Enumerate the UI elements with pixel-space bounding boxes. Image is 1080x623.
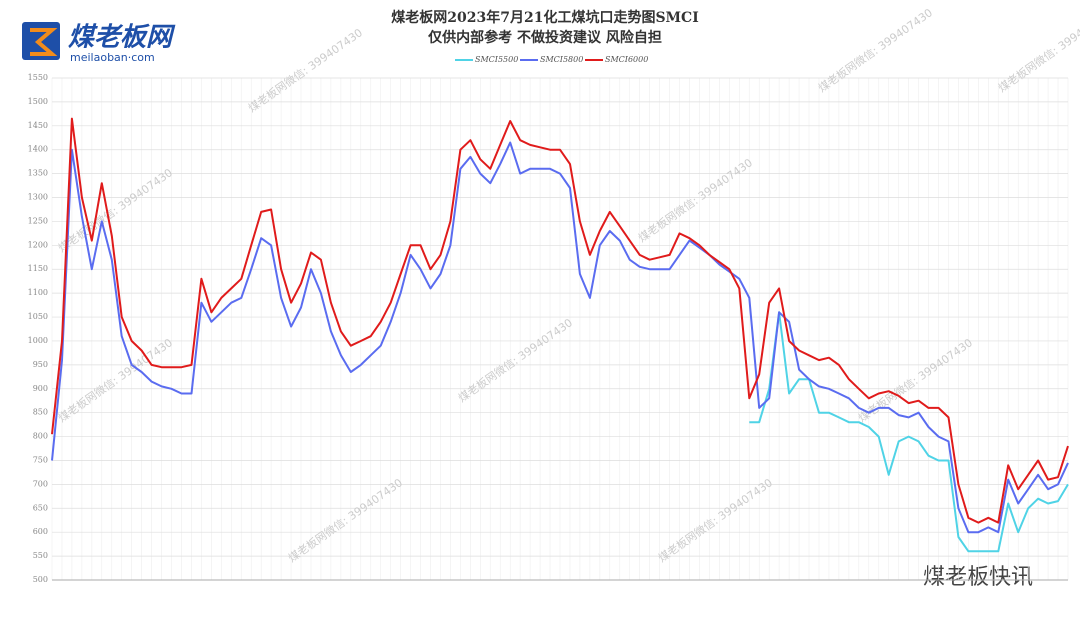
watermark: 煤老板网微信: 399407430: [285, 475, 405, 565]
series-line: [51, 141, 1069, 534]
y-tick-label: 1150: [28, 264, 48, 273]
logo: 煤老板网 meilaoban·com: [22, 22, 176, 64]
y-tick-label: 1500: [28, 97, 48, 106]
y-tick-label: 1450: [28, 121, 48, 130]
y-tick-label: 700: [33, 479, 48, 488]
legend-label: SMCI6000: [605, 55, 648, 64]
y-tick-label: 1000: [28, 336, 48, 345]
y-tick-label: 600: [33, 527, 48, 536]
watermark: 煤老板网微信: 399407430: [635, 155, 755, 245]
y-tick-label: 900: [33, 384, 48, 393]
y-tick-label: 650: [33, 503, 48, 512]
y-tick-label: 950: [33, 360, 48, 369]
y-tick-label: 1250: [28, 216, 48, 225]
y-tick-label: 1350: [28, 169, 48, 178]
watermark: 煤老板网微信: 399407430: [815, 5, 935, 95]
logo-name: 煤老板网: [68, 23, 176, 53]
legend-label: SMCI5500: [475, 55, 518, 64]
watermark: 煤老板网微信: 399407430: [455, 315, 575, 405]
y-tick-label: 550: [33, 551, 48, 560]
chart-subtitle: 仅供内部参考 不做投资建议 风险自担: [427, 29, 662, 46]
y-tick-label: 1300: [28, 193, 48, 202]
y-tick-label: 1550: [28, 73, 48, 82]
legend-label: SMCI5800: [540, 55, 583, 64]
watermark: 煤老板网微信: 399407430: [245, 25, 365, 115]
y-tick-label: 750: [33, 455, 48, 464]
y-tick-label: 1400: [28, 145, 48, 154]
footer-brand: 煤老板快讯: [923, 565, 1033, 590]
y-tick-label: 1050: [28, 312, 48, 321]
watermark: 煤老板网微信: 399407430: [55, 165, 175, 255]
watermark: 煤老板网微信: 399407430: [655, 475, 775, 565]
y-tick-label: 1100: [28, 288, 48, 297]
y-tick-label: 1200: [28, 240, 48, 249]
chart-title: 煤老板网2023年7月21化工煤坑口走势图SMCI: [391, 9, 699, 26]
watermark: 煤老板网微信: 399407430: [995, 5, 1080, 95]
watermark: 煤老板网微信: 399407430: [55, 335, 175, 425]
y-tick-label: 800: [33, 432, 48, 441]
logo-mark: [30, 28, 58, 56]
series-line: [51, 117, 1069, 524]
y-tick-label: 500: [33, 575, 48, 584]
y-tick-label: 850: [33, 408, 48, 417]
logo-site: meilaoban·com: [70, 51, 155, 64]
series-line: [749, 311, 1069, 553]
